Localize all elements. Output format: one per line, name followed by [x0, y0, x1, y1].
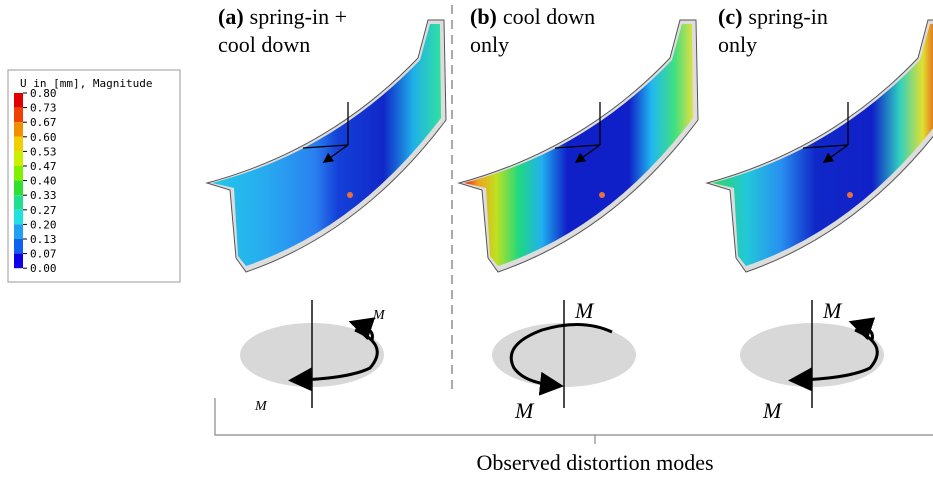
moment-label: M	[372, 308, 386, 323]
legend-label: 0.07	[30, 248, 57, 261]
legend-swatch	[14, 166, 23, 181]
legend: 0.80 0.730.67 0.600.53 0.47 0.400.33 0.270.20…	[14, 87, 57, 275]
legend-swatch	[14, 253, 23, 269]
panel-title-line: cool down	[218, 32, 310, 57]
legend-swatch	[14, 224, 23, 239]
node	[347, 192, 353, 198]
legend-label: 0.47	[30, 160, 57, 173]
panel-label: (a)	[218, 4, 244, 29]
legend-label: 0.27	[30, 204, 57, 217]
panel-title-line: spring-in	[748, 4, 827, 29]
panel-title-line: only	[470, 32, 509, 57]
panel-label: (c)	[718, 4, 742, 29]
legend-swatch	[14, 136, 23, 152]
panel-title: (a) spring-in +	[218, 4, 347, 29]
legend-title: U in [mm], Magnitude	[20, 77, 152, 90]
legend-label: 0.80	[30, 87, 57, 100]
panel-title-line: only	[718, 32, 757, 57]
legend-label: 0.60	[30, 131, 57, 144]
moment-label: M	[574, 298, 595, 323]
legend-label: 0.20	[30, 218, 57, 231]
legend-label: 0.53	[30, 145, 57, 158]
axes	[302, 102, 349, 160]
part-contour	[212, 24, 441, 266]
panel: (a) spring-in + cool down M M	[205, 4, 447, 414]
moment-arrow	[348, 317, 376, 341]
moment-label: M	[822, 298, 843, 323]
panel-title: (b) cool down	[470, 4, 595, 29]
moment-label: M	[254, 399, 268, 414]
part-contour	[464, 24, 693, 266]
legend-swatch	[14, 209, 23, 225]
axes	[554, 102, 601, 160]
panel: (b) cool down only M M	[457, 4, 699, 423]
bracket	[214, 398, 933, 444]
legend-swatch	[14, 195, 23, 210]
legend-swatch	[14, 93, 23, 108]
legend-swatch	[14, 239, 23, 254]
part-contour	[712, 24, 933, 266]
caption: Observed distortion modes	[476, 450, 713, 475]
moment-arrow	[509, 322, 613, 396]
legend-swatch	[14, 107, 23, 123]
legend-label: 0.33	[30, 189, 57, 202]
legend-label: 0.67	[30, 116, 57, 129]
node	[599, 192, 605, 198]
panel-label: (b)	[470, 4, 497, 29]
legend-label: 0.00	[30, 262, 57, 275]
panel-title-line: spring-in +	[250, 4, 347, 29]
axes	[802, 102, 849, 160]
legend-label: 0.13	[30, 233, 57, 246]
moment-arrow	[788, 328, 879, 392]
legend-box	[7, 69, 181, 283]
panel-title-line: cool down	[503, 4, 595, 29]
moment-arrow	[848, 317, 876, 341]
legend-label: 0.40	[30, 175, 57, 188]
legend-label: 0.73	[30, 102, 57, 115]
node	[847, 192, 853, 198]
legend-swatch	[14, 180, 23, 196]
moment-label: M	[514, 398, 535, 423]
moment-arrow	[288, 328, 379, 392]
legend-swatch	[14, 151, 23, 166]
legend-swatch	[14, 122, 23, 137]
panel-title: (c) spring-in	[718, 4, 828, 29]
moment-label: M	[762, 398, 783, 423]
panel: (c) spring-in only M M	[705, 4, 933, 423]
